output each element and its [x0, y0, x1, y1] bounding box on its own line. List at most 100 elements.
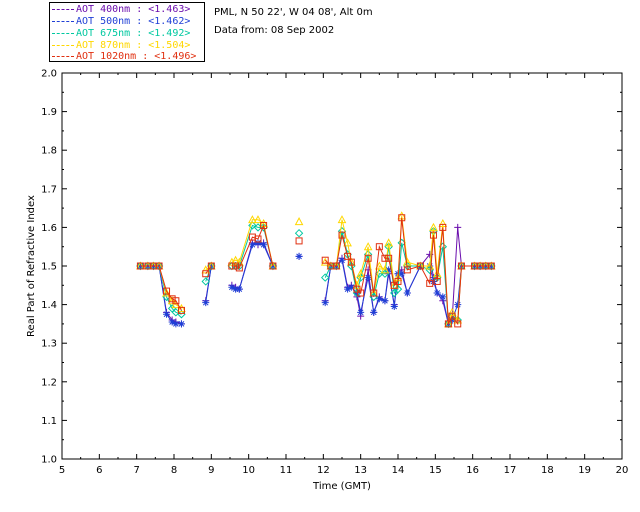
data-point-s1	[172, 320, 180, 328]
data-point-s1	[347, 283, 355, 291]
legend-swatch-870nm	[52, 44, 74, 46]
data-point-s3	[167, 296, 177, 305]
x-tick-label: 14	[392, 465, 405, 476]
x-tick-label: 10	[242, 465, 255, 476]
data-point-s1	[168, 318, 176, 326]
data-point-s3	[294, 217, 304, 226]
data-point-s4	[332, 262, 340, 270]
data-point-s1	[163, 310, 171, 318]
x-tick-label: 16	[466, 465, 479, 476]
y-tick-label: 1.5	[41, 262, 57, 273]
data-point-s4	[454, 320, 462, 328]
data-point-s1	[260, 241, 268, 249]
x-tick-label: 12	[317, 465, 330, 476]
data-point-s4	[439, 223, 447, 231]
data-point-s4	[444, 320, 452, 328]
series-line-1	[140, 242, 492, 325]
data-point-s1	[375, 295, 383, 303]
data-point-s1	[433, 289, 441, 297]
data-point-s4	[136, 262, 144, 270]
data-point-s4	[254, 235, 262, 243]
data-point-s2	[294, 228, 304, 238]
data-point-s1	[487, 262, 495, 270]
data-point-s1	[228, 283, 236, 291]
data-point-s4	[172, 297, 180, 305]
data-point-s3	[253, 215, 263, 224]
x-tick-label: 19	[578, 465, 591, 476]
data-point-s4	[385, 254, 393, 262]
y-tick-label: 1.1	[41, 416, 57, 427]
data-point-s4	[381, 254, 389, 262]
data-point-s4	[457, 262, 465, 270]
data-point-s1	[207, 262, 215, 270]
data-point-s4	[353, 285, 361, 293]
data-point-s4	[426, 279, 434, 287]
x-tick-label: 7	[133, 465, 139, 476]
data-point-s3	[374, 261, 384, 270]
data-point-s4	[403, 266, 411, 274]
data-point-s1	[381, 297, 389, 305]
series-line-2	[140, 224, 492, 326]
data-point-s3	[363, 242, 373, 251]
legend-label-500nm: AOT 500nm : <1.462>	[76, 16, 191, 27]
data-point-s3	[356, 269, 366, 278]
date-info: Data from: 08 Sep 2002	[214, 25, 335, 36]
y-tick-label: 1.7	[41, 184, 57, 195]
data-point-s4	[338, 231, 346, 239]
data-point-s4	[344, 252, 352, 260]
data-point-s1	[232, 285, 240, 293]
data-point-s4	[163, 287, 171, 295]
data-point-s4	[429, 231, 437, 239]
x-tick-label: 18	[541, 465, 554, 476]
y-tick-label: 1.0	[41, 455, 57, 466]
data-point-s4	[269, 262, 277, 270]
data-point-s1	[202, 299, 210, 307]
legend-swatch-400nm	[52, 8, 74, 10]
y-tick-label: 1.3	[41, 339, 57, 350]
data-point-s4	[394, 277, 402, 285]
data-point-s1	[338, 256, 346, 264]
x-axis-label: Time (GMT)	[312, 481, 371, 492]
data-point-s4	[228, 262, 236, 270]
data-point-s1	[454, 301, 462, 309]
legend-entry-500nm: AOT 500nm : <1.462>	[52, 16, 204, 28]
data-point-s4	[202, 270, 210, 278]
data-point-s4	[416, 262, 424, 270]
data-point-s4	[398, 214, 406, 222]
data-point-s4	[370, 289, 378, 297]
data-point-s4	[433, 277, 441, 285]
legend-entry-400nm: AOT 400nm : <1.463>	[52, 4, 204, 16]
data-point-s4	[448, 312, 456, 320]
data-point-s1	[398, 270, 406, 278]
data-point-s1	[269, 262, 277, 270]
data-point-s4	[487, 262, 495, 270]
data-point-s1	[370, 308, 378, 316]
data-point-s1	[248, 241, 256, 249]
data-point-s3	[402, 257, 412, 266]
data-point-s4	[364, 254, 372, 262]
data-point-s3	[248, 215, 257, 224]
data-point-s4	[357, 289, 365, 297]
data-point-s4	[295, 237, 303, 245]
legend-label-1020nm: AOT 1020nm : <1.496>	[76, 51, 197, 62]
legend-swatch-675nm	[52, 32, 74, 34]
y-tick-label: 1.9	[41, 107, 57, 118]
data-point-s1	[439, 293, 447, 301]
legend-swatch-500nm	[52, 20, 74, 22]
data-point-s2	[201, 277, 210, 286]
y-tick-label: 1.2	[41, 377, 57, 388]
x-tick-label: 6	[96, 465, 102, 476]
data-point-s3	[343, 238, 352, 247]
site-info: PML, N 50 22', W 04 08', Alt 0m	[214, 7, 373, 18]
data-point-s1	[235, 285, 243, 293]
data-point-s1	[321, 299, 329, 307]
series-line-4	[140, 217, 492, 326]
data-point-s4	[321, 256, 329, 264]
data-point-s4	[232, 262, 240, 270]
data-point-s1	[344, 285, 352, 293]
x-tick-label: 15	[429, 465, 442, 476]
x-tick-label: 9	[208, 465, 214, 476]
data-point-s3	[447, 307, 457, 316]
legend-entry-675nm: AOT 675nm : <1.492>	[52, 28, 204, 40]
data-point-s4	[390, 281, 398, 289]
